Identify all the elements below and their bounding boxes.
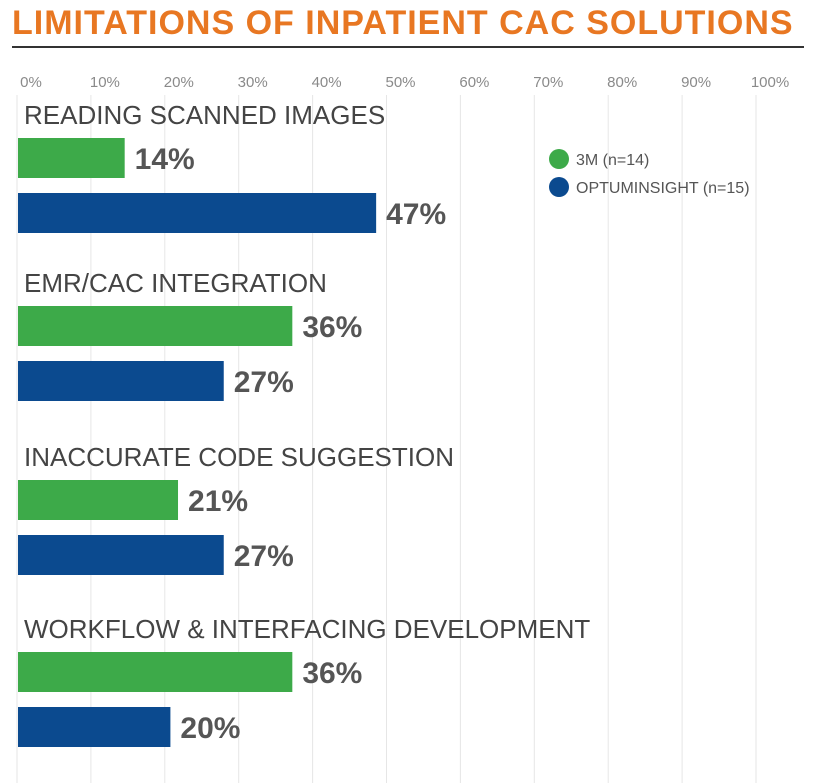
bar (18, 138, 125, 178)
tick-label: 90% (681, 74, 711, 91)
tick-label: 100% (751, 74, 789, 91)
tick-label: 10% (90, 74, 120, 91)
legend-marker (549, 149, 569, 169)
bar (18, 480, 179, 520)
legend-label: OPTUMINSIGHT (n=15) (576, 180, 750, 197)
tick-label: 30% (238, 74, 268, 91)
data-label: 27% (234, 366, 294, 399)
data-label: 36% (302, 311, 362, 344)
legend-label: 3M (n=14) (576, 152, 649, 169)
data-label: 36% (302, 657, 362, 690)
data-label: 27% (234, 540, 294, 573)
tick-label: 80% (607, 74, 637, 91)
legend-marker (549, 177, 569, 197)
data-label: 20% (180, 712, 240, 745)
bar (18, 652, 293, 692)
title-underline (12, 46, 804, 48)
tick-label: 50% (385, 74, 415, 91)
bar (18, 707, 171, 747)
category-label: INACCURATE CODE SUGGESTION (24, 442, 454, 472)
category-label: READING SCANNED IMAGES (24, 100, 385, 130)
data-label: 14% (135, 143, 195, 176)
data-label: 21% (188, 485, 248, 518)
tick-label: 0% (20, 74, 42, 91)
bar (18, 193, 377, 233)
bar (18, 535, 224, 575)
chart-title: LIMITATIONS OF INPATIENT CAC SOLUTIONS (12, 4, 794, 42)
data-label: 47% (386, 198, 446, 231)
tick-label: 70% (533, 74, 563, 91)
category-label: WORKFLOW & INTERFACING DEVELOPMENT (24, 614, 590, 644)
tick-label: 40% (312, 74, 342, 91)
bar (18, 361, 224, 401)
tick-label: 60% (459, 74, 489, 91)
category-label: EMR/CAC INTEGRATION (24, 268, 327, 298)
bar (18, 306, 293, 346)
tick-label: 20% (164, 74, 194, 91)
